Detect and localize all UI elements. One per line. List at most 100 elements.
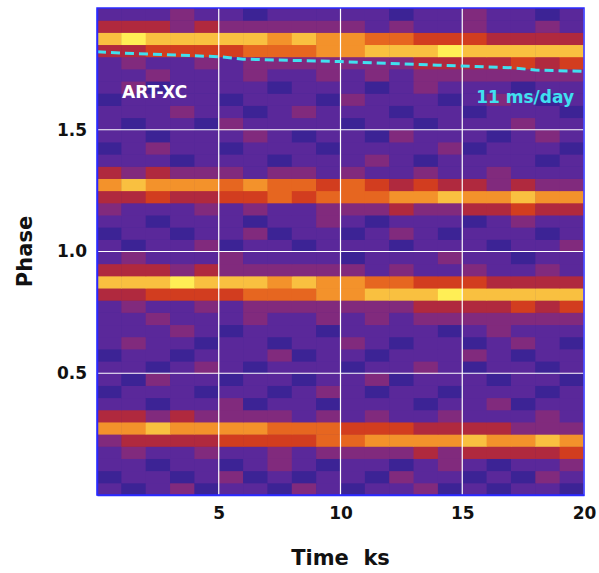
heatmap-cell	[219, 373, 244, 386]
heatmap-cell	[97, 57, 122, 70]
heatmap-cell	[97, 32, 122, 45]
heatmap-cell	[341, 118, 366, 131]
heatmap-cell	[97, 385, 122, 398]
heatmap-cell	[121, 252, 146, 265]
heatmap-cell	[535, 312, 560, 325]
heatmap-cell	[316, 410, 341, 423]
heatmap-cell	[121, 446, 146, 459]
heatmap-cell	[341, 483, 366, 495]
heatmap-cell	[219, 410, 244, 423]
heatmap-cell	[341, 130, 366, 143]
heatmap-cell	[146, 252, 171, 265]
heatmap-cell	[511, 20, 536, 33]
heatmap-cell	[97, 410, 122, 423]
heatmap-cell	[365, 410, 390, 423]
heatmap-cell	[243, 20, 268, 33]
heatmap-cell	[511, 410, 536, 423]
heatmap-cell	[341, 20, 366, 33]
heatmap-cell	[316, 45, 341, 58]
heatmap-cell	[487, 191, 512, 204]
heatmap-cell	[365, 203, 390, 216]
heatmap-cell	[267, 458, 292, 471]
heatmap-cell	[560, 203, 584, 216]
heatmap-cell	[560, 178, 584, 191]
heatmap-cell	[146, 20, 171, 33]
heatmap-cell	[219, 130, 244, 143]
heatmap-cell	[121, 434, 146, 447]
heatmap-cell	[511, 239, 536, 252]
heatmap-cell	[438, 32, 463, 45]
heatmap-cell	[365, 20, 390, 33]
heatmap-cell	[438, 300, 463, 313]
heatmap-cell	[316, 288, 341, 301]
heatmap-cell	[535, 398, 560, 411]
heatmap-cell	[462, 410, 487, 423]
plot-area	[97, 8, 584, 495]
heatmap-cell	[292, 483, 317, 495]
plot-background	[97, 8, 584, 495]
heatmap-cell	[292, 300, 317, 313]
heatmap-cell	[389, 142, 414, 155]
heatmap-cell	[292, 130, 317, 143]
heatmap-cell	[194, 385, 219, 398]
heatmap-cell	[170, 276, 195, 289]
heatmap-cell	[462, 69, 487, 82]
heatmap-cell	[146, 288, 171, 301]
heatmap-cell	[414, 398, 439, 411]
heatmap-cell	[511, 337, 536, 350]
heatmap-cell	[535, 288, 560, 301]
heatmap-cell	[535, 45, 560, 58]
heatmap-cell	[194, 178, 219, 191]
heatmap-cell	[316, 434, 341, 447]
heatmap-cell	[219, 105, 244, 118]
heatmap-cell	[535, 349, 560, 362]
heatmap-cell	[438, 276, 463, 289]
heatmap-cell	[292, 166, 317, 179]
heatmap-cell	[219, 312, 244, 325]
heatmap-cell	[267, 434, 292, 447]
heatmap-cell	[389, 410, 414, 423]
x-axis-title: Time ks	[291, 546, 390, 570]
heatmap-cell	[267, 105, 292, 118]
heatmap-cell	[487, 105, 512, 118]
heatmap-cell	[365, 239, 390, 252]
heatmap-cell	[462, 337, 487, 350]
heatmap-cell	[194, 483, 219, 495]
heatmap-cell	[267, 276, 292, 289]
heatmap-cell	[487, 227, 512, 240]
heatmap-cell	[341, 227, 366, 240]
heatmap-cell	[414, 483, 439, 495]
heatmap-cell	[121, 398, 146, 411]
heatmap-cell	[194, 458, 219, 471]
heatmap-cell	[389, 191, 414, 204]
heatmap-cell	[535, 446, 560, 459]
heatmap-cell	[535, 105, 560, 118]
heatmap-cell	[170, 446, 195, 459]
heatmap-cell	[194, 32, 219, 45]
heatmap-cell	[487, 20, 512, 33]
heatmap-cell	[535, 142, 560, 155]
heatmap-cell	[170, 57, 195, 70]
heatmap-cell	[121, 410, 146, 423]
heatmap-cell	[365, 325, 390, 338]
heatmap-cell	[219, 239, 244, 252]
heatmap-cell	[170, 191, 195, 204]
heatmap-cell	[97, 446, 122, 459]
x-tick: 15	[451, 495, 475, 523]
heatmap-cell	[365, 398, 390, 411]
heatmap-cell	[414, 118, 439, 131]
heatmap-cell	[487, 203, 512, 216]
heatmap-cell	[511, 300, 536, 313]
heatmap-cell	[438, 93, 463, 106]
heatmap-cell	[462, 471, 487, 484]
heatmap-cell	[365, 276, 390, 289]
heatmap-cell	[194, 20, 219, 33]
heatmap-cell	[365, 105, 390, 118]
heatmap-cell	[292, 325, 317, 338]
heatmap-cell	[243, 32, 268, 45]
heatmap-cell	[146, 69, 171, 82]
heatmap-cell	[170, 300, 195, 313]
heatmap-cell	[438, 142, 463, 155]
heatmap-cell	[316, 81, 341, 94]
heatmap-cell	[389, 398, 414, 411]
